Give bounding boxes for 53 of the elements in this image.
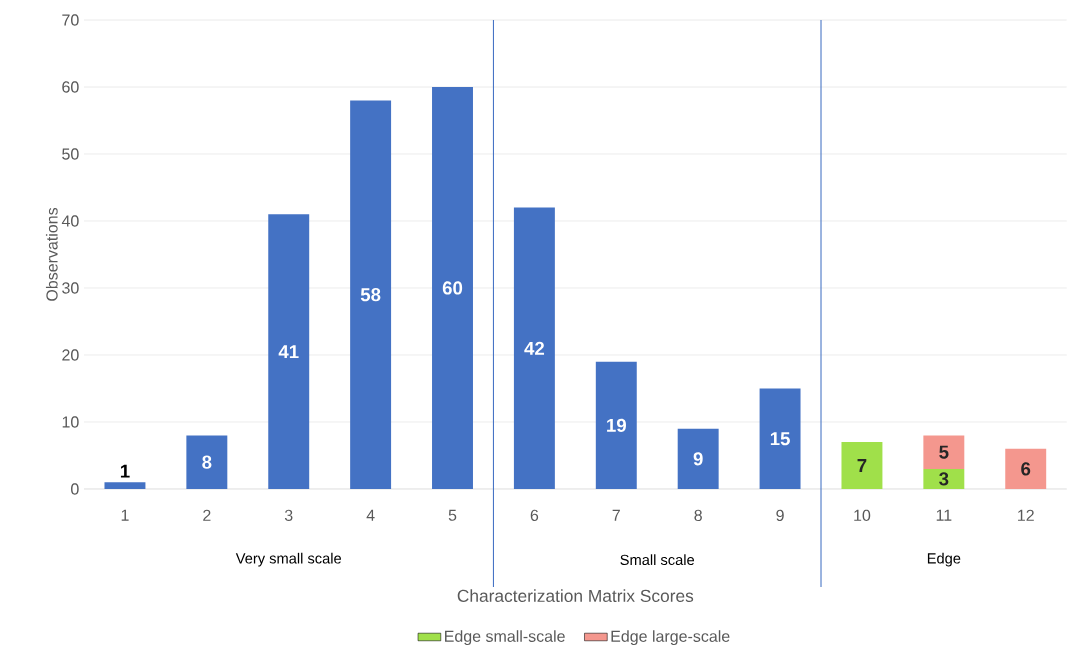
bar [1005,448,1047,489]
x-tick-label: 6 [530,509,539,522]
data-label: 19 [607,418,626,432]
data-label: 58 [360,288,381,302]
bar [268,214,310,489]
bar [186,435,228,489]
legend-label: Edge small-scale [445,630,565,646]
y-tick-label: 0 [71,483,79,495]
x-tick-label: 8 [694,509,702,522]
x-tick-label: 7 [612,509,620,521]
legend-label: Edge large-scale [611,630,730,646]
text: Very small scale [235,552,342,567]
data-label: 60 [442,281,463,295]
data-label: 42 [524,341,545,355]
x-tick-label: 2 [203,509,211,521]
data-label: 7 [857,459,867,472]
x-tick-label: 12 [1018,509,1034,521]
bar [923,468,965,489]
data-label: 6 [1021,462,1031,476]
text: Edge [927,552,961,567]
bar [677,428,719,489]
data-label: 9 [693,452,703,466]
x-tick-label: 11 [936,509,952,521]
y-tick-label: 10 [62,416,79,428]
x-tick-label: 5 [448,509,457,521]
x-tick-label: 3 [284,509,293,522]
bar [841,442,883,489]
y-tick-label: 60 [62,81,79,93]
bar [759,388,801,489]
bar [595,361,637,489]
data-label: 1 [120,464,130,478]
data-label: 5 [939,445,949,459]
bar [513,207,555,489]
x-tick-label: 10 [854,509,871,522]
data-label: 15 [770,432,790,446]
x-tick-label: 4 [366,509,375,521]
y-axis-title: Observations [45,207,58,301]
y-tick-label: 50 [62,148,79,160]
x-tick-label: 9 [776,509,784,522]
y-tick-label: 40 [61,215,79,227]
bar [350,100,392,489]
text: Small scale [620,554,695,566]
y-tick-label: 20 [62,349,79,361]
y-tick-label: 30 [62,282,79,294]
x-axis-title: Characterization Matrix Scores [457,589,694,603]
data-label: 8 [202,455,212,469]
data-label: 41 [278,345,299,359]
bar [432,87,473,489]
x-tick-label: 1 [121,509,129,521]
bar [104,482,146,489]
bar [923,435,965,469]
y-tick-label: 70 [62,14,79,26]
data-label: 3 [939,472,949,486]
